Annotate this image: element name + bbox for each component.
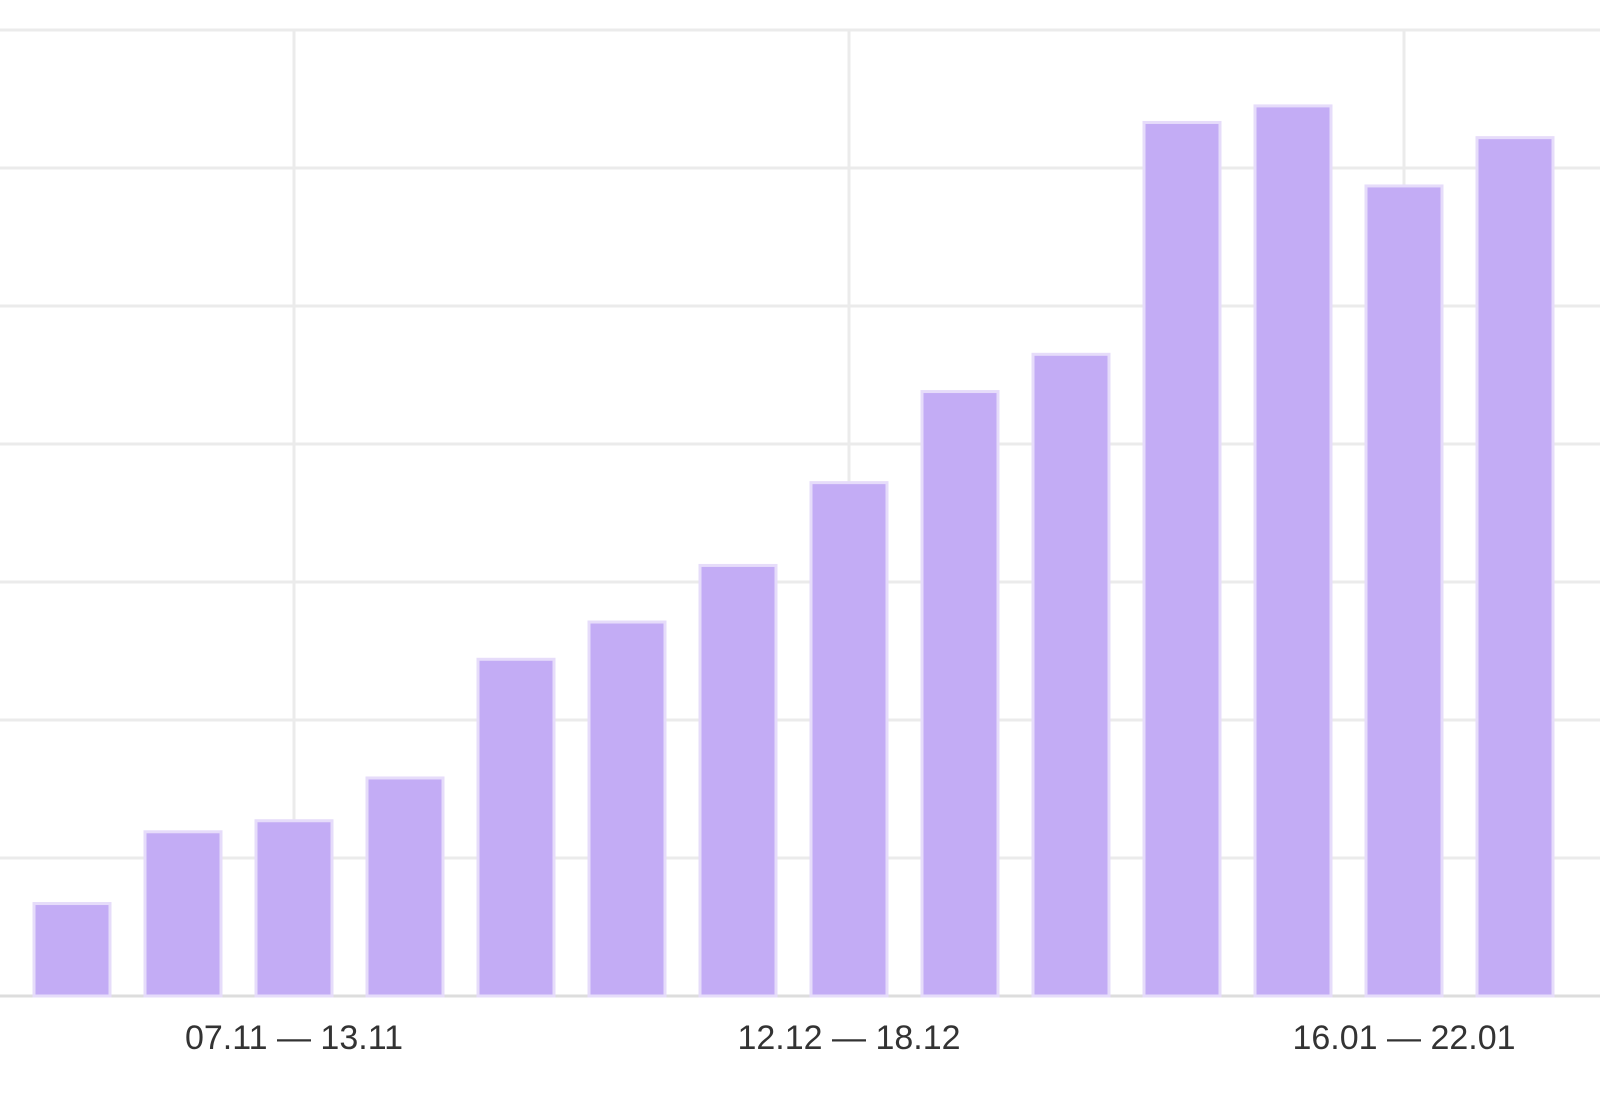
bar xyxy=(254,819,334,998)
bar xyxy=(1142,120,1222,998)
bar xyxy=(920,390,1000,998)
bar xyxy=(476,657,556,998)
bar xyxy=(32,902,112,998)
x-tick-label: 16.01 — 22.01 xyxy=(1292,1019,1515,1057)
bar xyxy=(698,563,778,998)
x-tick-label: 07.11 — 13.11 xyxy=(185,1019,403,1057)
bar xyxy=(1253,104,1333,998)
bar xyxy=(1475,136,1555,998)
bar xyxy=(809,481,889,998)
bar xyxy=(365,776,445,998)
x-tick-label: 12.12 — 18.12 xyxy=(737,1019,960,1057)
bar xyxy=(1364,184,1444,998)
bar xyxy=(587,620,667,998)
bar xyxy=(1031,352,1111,998)
bar xyxy=(143,830,223,998)
